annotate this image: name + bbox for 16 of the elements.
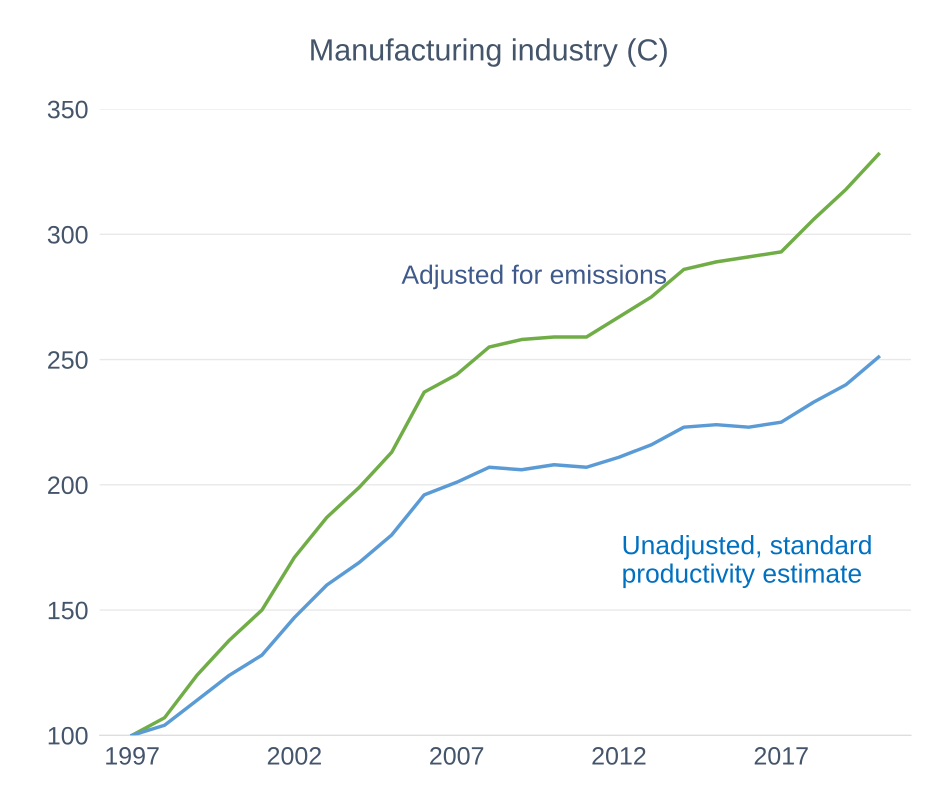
x-tick-label: 2002	[268, 747, 321, 765]
x-tick-label: 2017	[754, 747, 808, 765]
y-tick-label: 250	[48, 351, 88, 369]
x-tick-label: 2012	[592, 747, 646, 765]
chart-title: Manufacturing industry (C)	[311, 38, 667, 67]
y-tick-label: 200	[48, 476, 88, 494]
line-series	[130, 152, 880, 736]
text: Unadjusted, standard productivity estimate	[623, 535, 871, 588]
y-tick-label: 150	[48, 602, 88, 620]
y-tick-label: 350	[48, 100, 88, 118]
series-label: Adjusted for emissions	[402, 264, 666, 290]
line-series	[130, 355, 880, 736]
y-tick-label: 300	[48, 226, 88, 244]
y-tick-label: 100	[48, 726, 88, 745]
x-tick-label: 2007	[430, 747, 484, 765]
x-tick-label: 1997	[106, 747, 159, 765]
